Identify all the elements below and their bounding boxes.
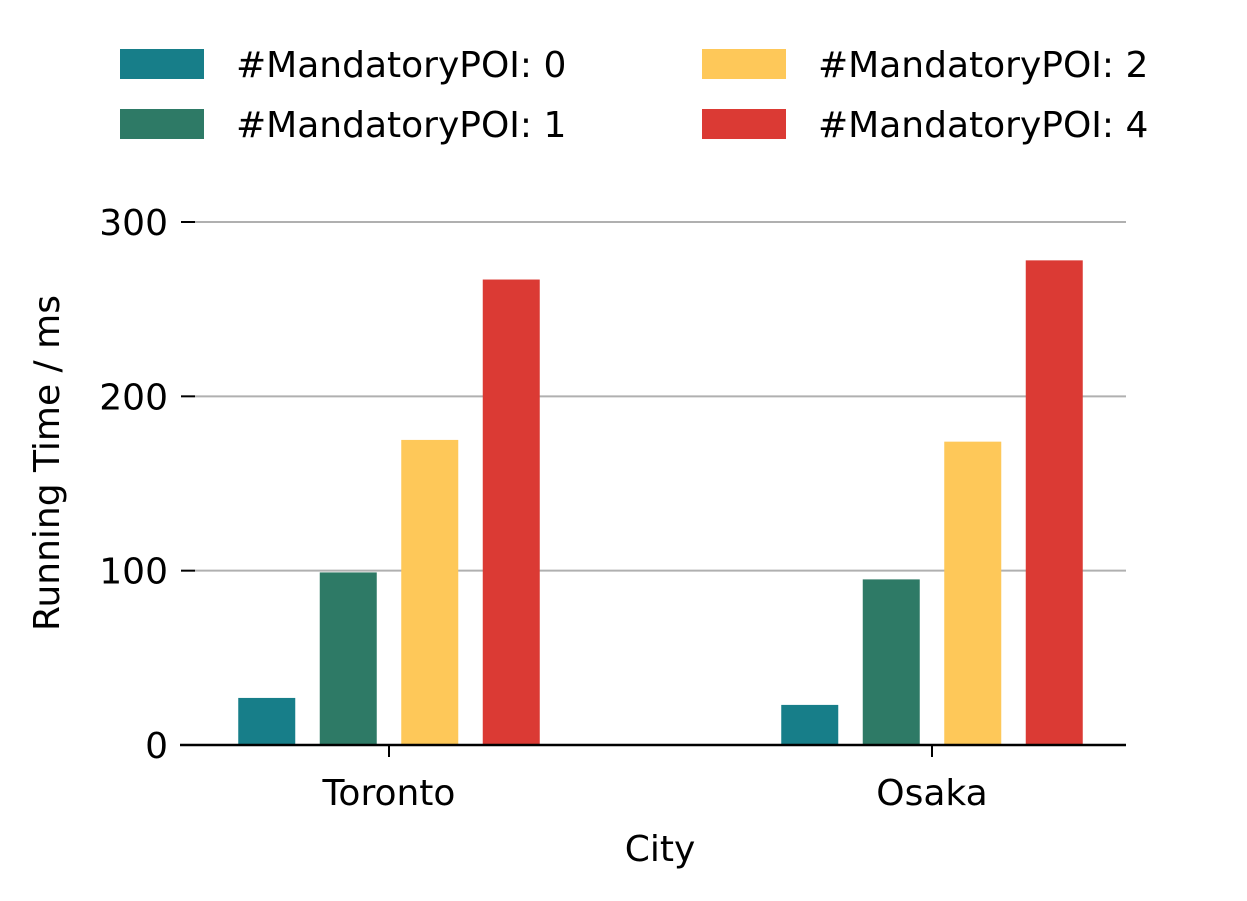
legend-entry-label: #MandatoryPOI: 1	[236, 105, 566, 146]
x-tick-label-osaka: Osaka	[876, 773, 987, 814]
x-tick-label-toronto: Toronto	[322, 773, 456, 814]
y-tick-label: 300	[99, 203, 168, 244]
legend: #MandatoryPOI: 0 #MandatoryPOI: 1 #Mandato…	[120, 45, 1148, 146]
y-axis-ticks: 0 100 200 300	[99, 203, 195, 767]
bar-toronto-series-1	[319, 572, 377, 745]
legend-swatch	[120, 109, 204, 139]
bar-osaka-series-1	[862, 579, 920, 745]
bar-toronto-series-3	[482, 279, 540, 745]
bar-osaka-series-3	[1025, 260, 1083, 745]
bar-osaka-series-0	[781, 704, 839, 745]
y-tick-label: 0	[145, 726, 168, 767]
bar-toronto-series-0	[238, 697, 296, 745]
bars	[238, 260, 1083, 745]
y-axis-label: Running Time / ms	[27, 295, 68, 631]
legend-entry-label: #MandatoryPOI: 2	[818, 45, 1148, 86]
bar-osaka-series-2	[944, 441, 1002, 745]
y-tick-label: 200	[99, 377, 168, 418]
legend-swatch	[702, 109, 786, 139]
legend-entry-label: #MandatoryPOI: 4	[818, 105, 1148, 146]
x-axis-ticks: Toronto Osaka	[322, 745, 988, 814]
y-tick-label: 100	[99, 552, 168, 593]
bar-toronto-series-2	[401, 439, 459, 745]
legend-swatch	[120, 49, 204, 79]
legend-swatch	[702, 49, 786, 79]
x-axis-label: City	[625, 829, 696, 870]
legend-entry-label: #MandatoryPOI: 0	[236, 45, 566, 86]
